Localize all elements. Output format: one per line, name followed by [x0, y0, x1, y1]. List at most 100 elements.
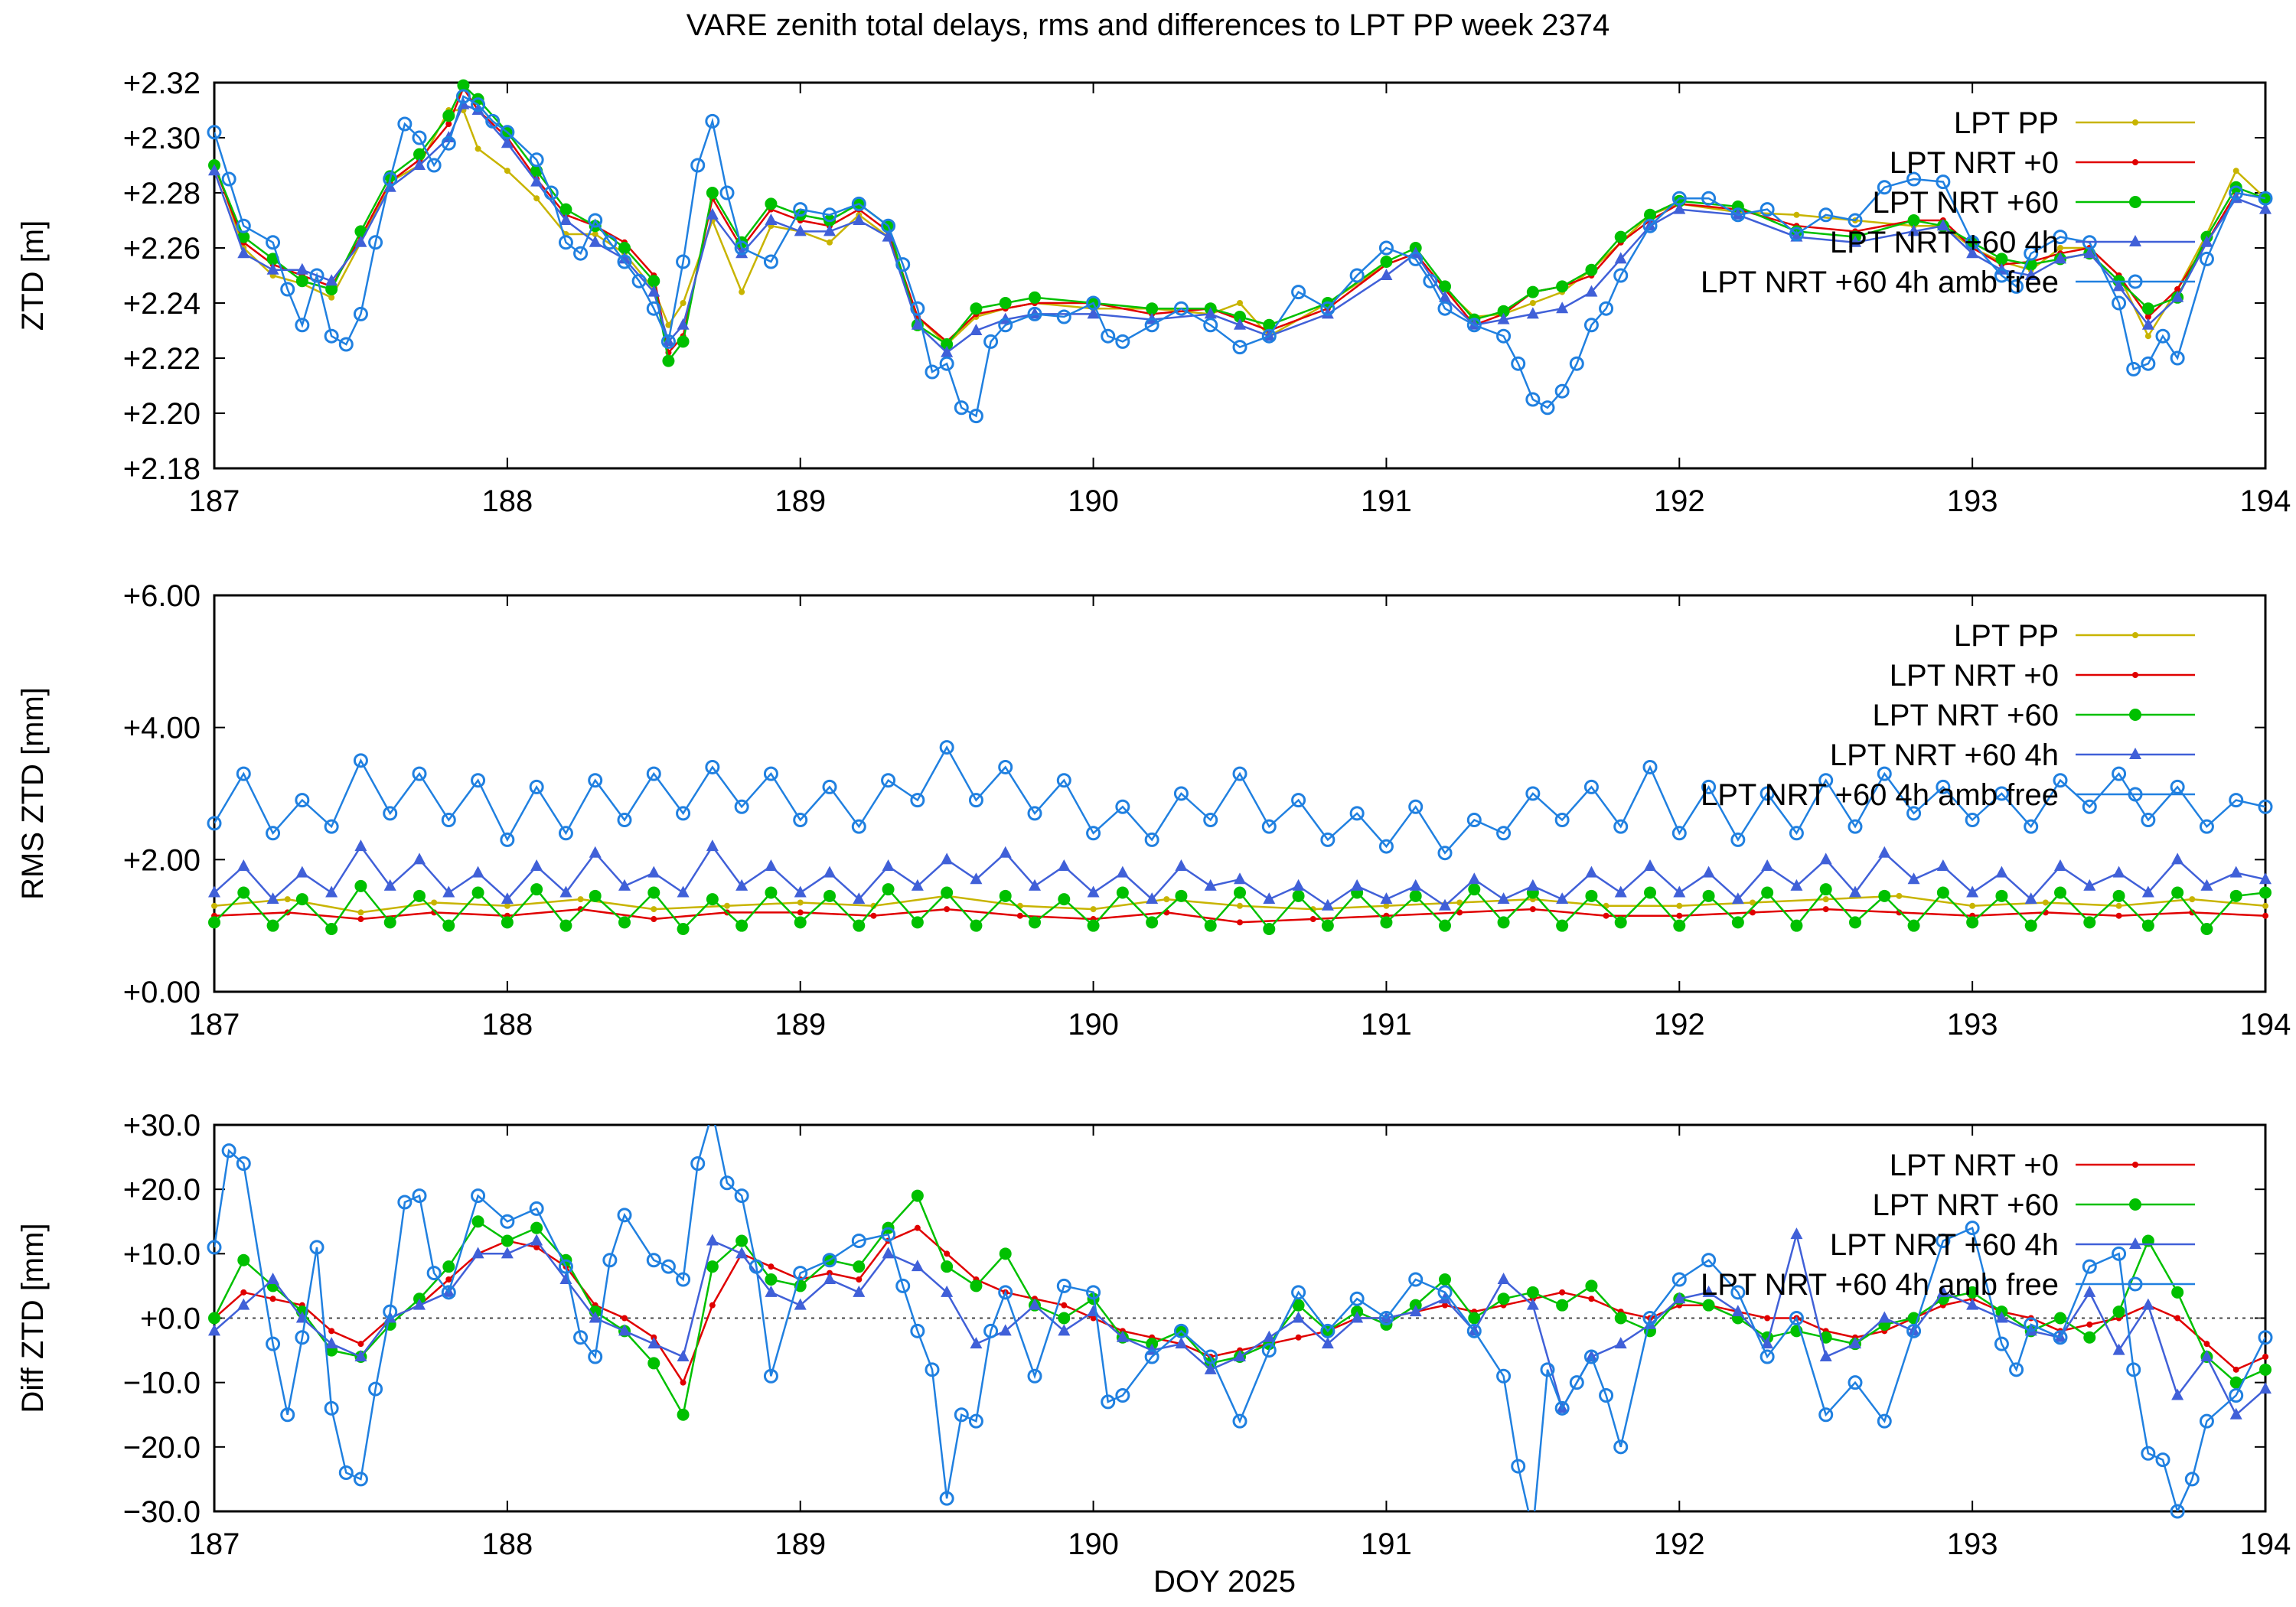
data-point: [1583, 1349, 1599, 1364]
data-point: [2259, 202, 2272, 214]
data-point: [1496, 826, 1512, 841]
data-point: [970, 1279, 983, 1292]
series-line: [214, 745, 2265, 855]
data-point: [1730, 832, 1746, 847]
data-point: [647, 1337, 660, 1349]
data-point: [1511, 1459, 1526, 1474]
data-point: [2009, 279, 2024, 294]
data-point: [793, 202, 808, 217]
data-point: [677, 318, 690, 330]
data-point: [765, 1273, 778, 1286]
data-point: [911, 318, 924, 330]
data-point: [617, 254, 632, 269]
data-point: [999, 1247, 1012, 1260]
legend-label: LPT NRT +60 4h: [1830, 1228, 2059, 1262]
data-point: [295, 275, 308, 288]
data-point: [309, 268, 325, 283]
data-point: [1408, 1272, 1424, 1287]
data-point: [1907, 214, 1920, 227]
data-point: [1203, 1349, 1218, 1364]
data-point: [617, 813, 632, 828]
data-point: [530, 883, 543, 896]
data-point: [677, 1408, 690, 1421]
x-tick-label: 189: [775, 484, 826, 518]
legend-label: LPT PP: [1954, 619, 2059, 653]
data-point: [471, 103, 484, 115]
y-tick-label: −30.0: [123, 1495, 201, 1529]
data-point: [266, 919, 279, 932]
data-point: [2171, 290, 2184, 302]
x-tick-label: 193: [1947, 484, 1998, 518]
data-point: [1087, 919, 1100, 932]
data-point: [357, 909, 364, 916]
data-point: [881, 218, 896, 233]
legend: LPT PP LPT NRT +0 LPT NRT +60 LPT NRT +60 4…: [1701, 619, 2195, 812]
data-point: [1173, 1323, 1189, 1338]
data-point: [1163, 896, 1170, 903]
data-point: [2112, 295, 2127, 311]
data-point: [1261, 328, 1277, 344]
data-point: [1994, 268, 2009, 283]
data-point: [1321, 898, 1334, 911]
data-point: [1056, 1278, 1071, 1293]
data-point: [763, 254, 778, 269]
data-point: [677, 885, 690, 898]
data-point: [1468, 872, 1481, 885]
data-point: [1614, 230, 1627, 243]
legend-label: LPT NRT +60 4h amb free: [1701, 266, 2059, 299]
data-point: [1818, 207, 1834, 223]
data-point: [284, 896, 291, 903]
data-point: [1234, 1350, 1246, 1361]
x-tick-label: 187: [189, 484, 240, 518]
data-point: [1613, 1439, 1629, 1455]
data-point: [1877, 180, 1892, 195]
x-tick-label: 193: [1947, 1527, 1998, 1561]
data-point: [1559, 1289, 1566, 1296]
data-point: [2141, 919, 2154, 932]
data-point: [1496, 1368, 1512, 1384]
data-point: [823, 224, 836, 236]
data-point: [851, 196, 866, 211]
data-point: [1966, 916, 1979, 929]
data-point: [1906, 806, 1922, 821]
data-point: [676, 254, 691, 269]
data-point: [295, 893, 308, 906]
data-point: [1061, 1302, 1068, 1309]
data-point: [1761, 1337, 1774, 1349]
data-point: [1442, 1302, 1448, 1309]
legend-label: LPT NRT +60: [1873, 186, 2059, 220]
data-point: [1849, 885, 1861, 898]
data-point: [1936, 174, 1951, 190]
data-point: [426, 1266, 442, 1281]
data-point: [2229, 793, 2244, 808]
data-point: [325, 1337, 338, 1349]
legend-label: LPT NRT +60 4h: [1830, 226, 2059, 259]
data-point: [441, 1285, 456, 1300]
data-point: [706, 839, 719, 852]
data-point: [1614, 1337, 1627, 1349]
data-point: [471, 773, 486, 788]
data-point: [823, 1273, 836, 1284]
data-point: [2155, 1452, 2170, 1468]
data-point: [1896, 892, 1903, 899]
data-point: [911, 878, 924, 891]
data-point: [354, 879, 367, 892]
data-point: [2083, 1331, 2096, 1344]
data-point: [1526, 307, 1539, 319]
data-point: [324, 1400, 339, 1416]
y-tick-label: +2.28: [123, 177, 201, 210]
data-point: [895, 257, 911, 272]
legend-marker: [2129, 1198, 2141, 1211]
data-point: [734, 240, 749, 256]
data-point: [1292, 1311, 1305, 1323]
series-lpt-nrt-60-4h-amb-free: [207, 1125, 2273, 1519]
data-point: [368, 235, 383, 250]
y-tick-label: +4.00: [123, 712, 201, 745]
data-point: [2199, 819, 2214, 834]
data-point: [910, 793, 925, 808]
data-point: [2200, 235, 2213, 247]
data-point: [853, 919, 866, 932]
data-point: [910, 301, 925, 316]
legend-marker: [2132, 632, 2138, 638]
data-point: [1086, 295, 1101, 311]
